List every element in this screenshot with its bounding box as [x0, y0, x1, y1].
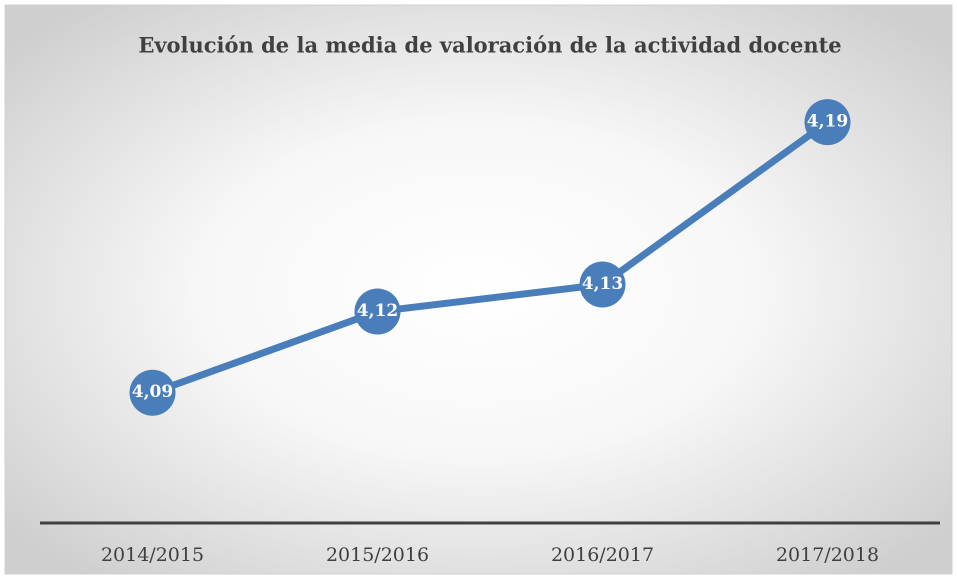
data-label: 4,09: [132, 382, 173, 402]
series-line: [151, 119, 830, 397]
data-point: [129, 369, 176, 416]
x-tick-label: 2016/2017: [551, 544, 654, 566]
x-tick-label: 2017/2018: [776, 544, 879, 566]
data-label: 4,13: [582, 274, 623, 294]
data-point: [804, 99, 851, 146]
data-point: [579, 261, 626, 308]
chart-title: Evolución de la media de valoración de l…: [138, 33, 841, 58]
data-label: 4,19: [807, 112, 848, 132]
x-tick-label: 2014/2015: [101, 544, 204, 566]
data-label: 4,12: [357, 301, 398, 321]
data-point: [354, 288, 401, 335]
x-tick-label: 2015/2016: [326, 544, 429, 566]
chart-background: [4, 4, 953, 575]
